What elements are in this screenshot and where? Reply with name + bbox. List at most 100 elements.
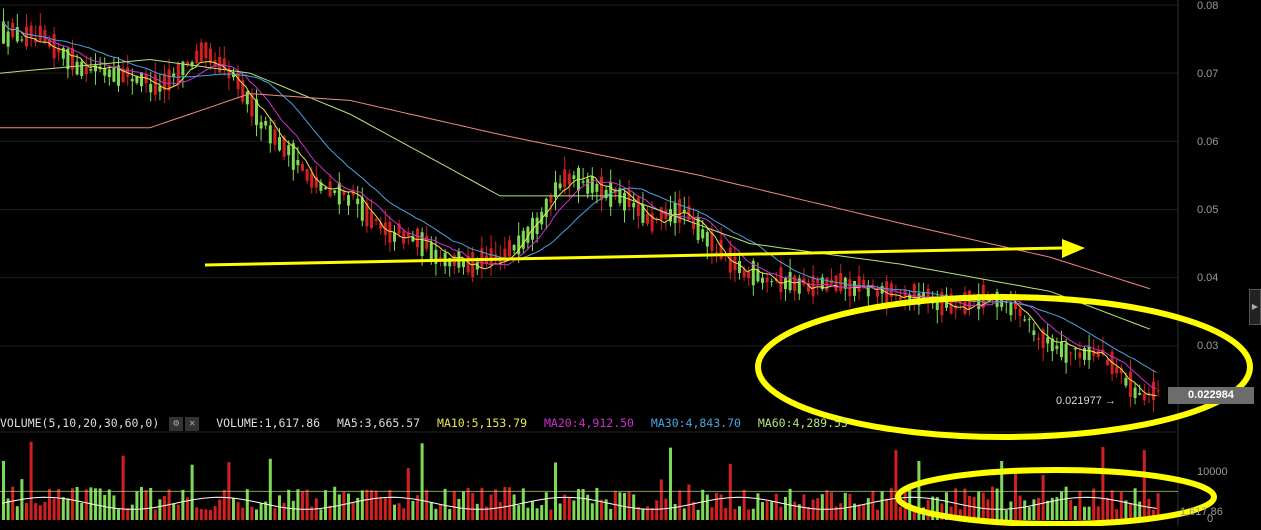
candle-body bbox=[80, 61, 84, 76]
volume-bar bbox=[29, 441, 33, 520]
candle-body bbox=[94, 65, 97, 72]
candle-body bbox=[236, 72, 240, 90]
candle-body bbox=[512, 245, 516, 251]
volume-bar bbox=[834, 506, 838, 520]
volume-bar bbox=[38, 505, 42, 520]
volume-bar bbox=[291, 500, 295, 520]
candle-body bbox=[843, 277, 847, 289]
volume-bar bbox=[310, 506, 314, 520]
volume-bar bbox=[894, 450, 898, 520]
volume-bar bbox=[186, 497, 189, 520]
gear-icon[interactable]: ⚙ bbox=[169, 416, 184, 431]
volume-bar bbox=[664, 498, 668, 520]
volume-bar bbox=[144, 490, 148, 520]
candle-body bbox=[949, 293, 953, 314]
candle-body bbox=[572, 175, 576, 179]
candle-body bbox=[751, 260, 755, 286]
volume-bar bbox=[774, 493, 778, 520]
candle-body bbox=[540, 211, 544, 225]
volume-bar bbox=[788, 488, 792, 520]
candle-body bbox=[209, 48, 212, 64]
candle-body bbox=[521, 230, 525, 249]
volume-bar bbox=[480, 487, 484, 520]
ma60-value: MA60:4,289.55 bbox=[757, 416, 848, 430]
volume-bar bbox=[659, 479, 663, 520]
volume-bar bbox=[751, 508, 755, 520]
volume-bar bbox=[84, 489, 88, 520]
volume-bar bbox=[255, 509, 258, 520]
volume-bar bbox=[968, 496, 971, 520]
candle-body bbox=[121, 68, 125, 83]
candle-body bbox=[807, 282, 810, 292]
volume-bar bbox=[71, 488, 74, 520]
candle-body bbox=[1147, 392, 1151, 395]
volume-bar bbox=[264, 501, 268, 520]
volume-bar bbox=[305, 489, 309, 520]
candle-body bbox=[250, 94, 254, 117]
volume-bar bbox=[586, 494, 590, 520]
volume-bar bbox=[1087, 506, 1091, 520]
volume-bar bbox=[66, 498, 70, 520]
candle-body bbox=[1156, 390, 1160, 392]
volume-bar bbox=[287, 489, 291, 520]
volume-bar bbox=[719, 494, 723, 520]
candle-body bbox=[103, 68, 107, 76]
candle-body bbox=[765, 277, 769, 283]
volume-bar bbox=[958, 509, 962, 520]
close-icon[interactable]: ✕ bbox=[185, 416, 200, 431]
candle-body bbox=[149, 84, 153, 93]
candle-body bbox=[259, 122, 263, 129]
chevron-right-icon[interactable]: ▶ bbox=[1249, 289, 1261, 325]
volume-bar bbox=[351, 501, 355, 520]
candle-body bbox=[1046, 337, 1050, 344]
volume-bar bbox=[278, 495, 281, 520]
candle-body bbox=[126, 67, 130, 77]
volume-bar bbox=[471, 493, 475, 520]
candle-body bbox=[337, 182, 341, 205]
candle-body bbox=[1018, 308, 1022, 316]
candle-body bbox=[862, 279, 866, 288]
candle-body bbox=[627, 189, 631, 207]
candle-body bbox=[360, 197, 364, 221]
candle-body bbox=[600, 176, 603, 201]
volume-bar bbox=[393, 504, 396, 520]
volume-bar bbox=[370, 490, 373, 520]
candle-body bbox=[632, 202, 636, 208]
volume-bar bbox=[912, 506, 916, 520]
candle-body bbox=[222, 58, 226, 71]
candle-body bbox=[719, 239, 723, 259]
volume-bar bbox=[1009, 501, 1013, 520]
candle-body bbox=[1069, 352, 1073, 354]
candle-body bbox=[715, 251, 718, 253]
price-tick: 0.04 bbox=[1197, 272, 1219, 284]
candle-body bbox=[784, 278, 787, 290]
ma20-value: MA20:4,912.50 bbox=[543, 416, 634, 430]
candle-body bbox=[374, 219, 378, 221]
candle-body bbox=[701, 229, 705, 239]
ma5-value: MA5:3,665.57 bbox=[336, 416, 421, 430]
volume-ma-line bbox=[1, 496, 1157, 510]
volume-bar bbox=[498, 501, 502, 520]
candle-body bbox=[609, 182, 613, 207]
candle-body bbox=[646, 213, 649, 224]
volume-bar bbox=[917, 461, 921, 520]
candle-body bbox=[1009, 302, 1013, 316]
volume-bar bbox=[692, 501, 695, 520]
price-tick: 0.05 bbox=[1197, 204, 1219, 216]
candle-body bbox=[747, 271, 751, 279]
volume-bar bbox=[485, 506, 488, 520]
volume-bar bbox=[770, 501, 774, 520]
volume-bar bbox=[1083, 506, 1086, 520]
candle-body bbox=[406, 232, 410, 237]
candle-body bbox=[834, 275, 838, 292]
candle-body bbox=[268, 125, 272, 144]
candle-body bbox=[227, 67, 231, 79]
volume-bar bbox=[531, 500, 534, 520]
volume-bar bbox=[563, 494, 567, 520]
volume-bar bbox=[94, 488, 97, 520]
candle-body bbox=[264, 121, 268, 126]
candle-body bbox=[682, 209, 686, 213]
candle-body bbox=[1138, 392, 1142, 395]
